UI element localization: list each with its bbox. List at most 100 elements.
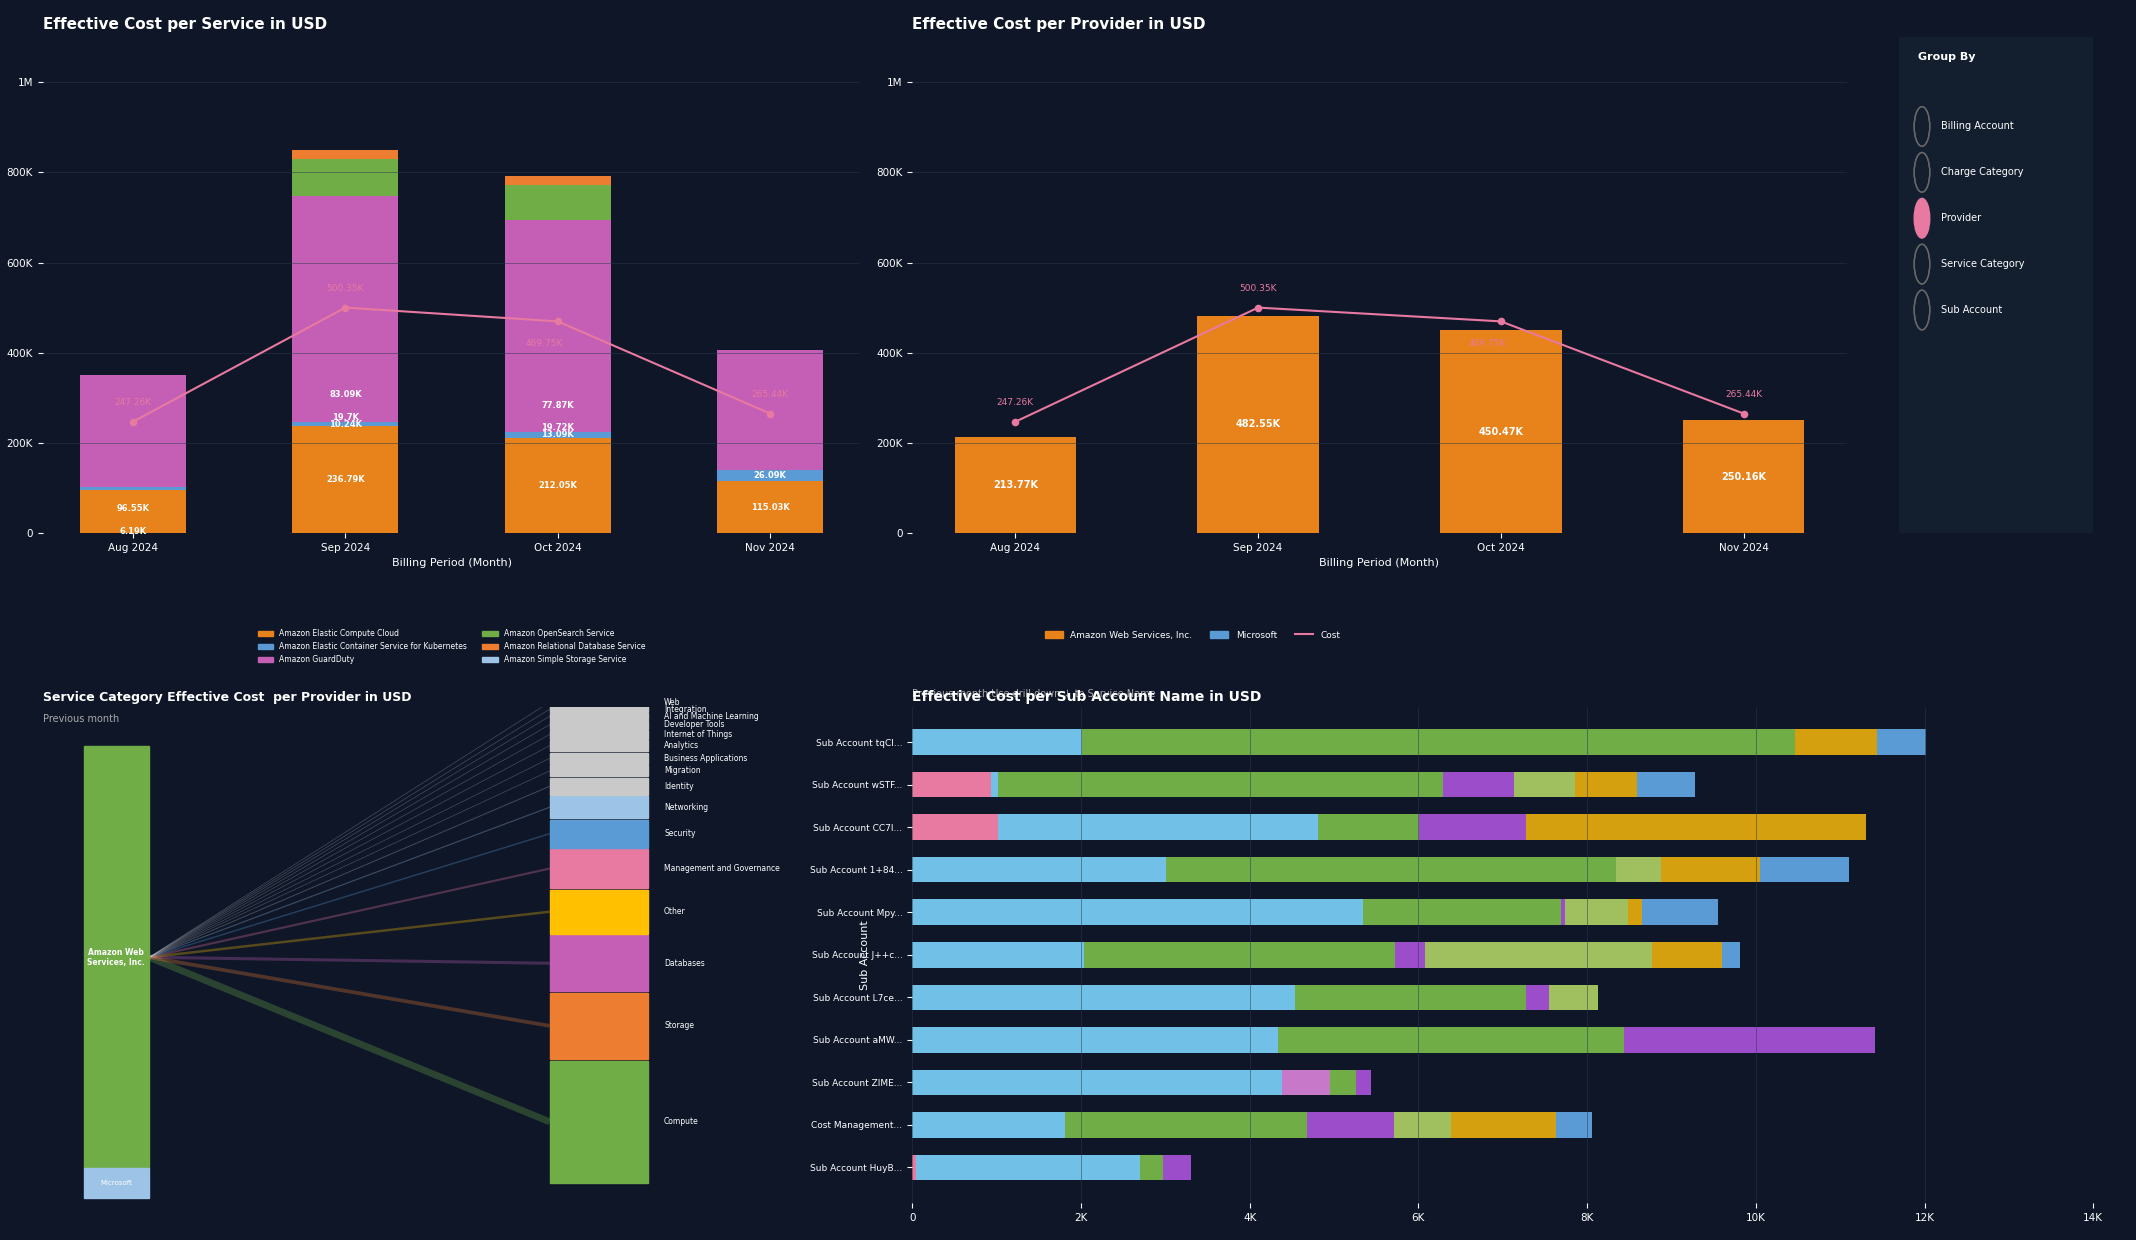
Text: 469.75K: 469.75K [525,340,562,348]
Text: AI and Machine Learning: AI and Machine Learning [664,712,758,720]
Bar [1141,1154,1162,1180]
FancyBboxPatch shape [549,1060,647,1183]
Text: 26.09K: 26.09K [754,471,786,480]
Bar [1166,857,1615,883]
Bar [1525,985,1549,1011]
Bar [79,487,186,490]
Text: Group By: Group By [1918,52,1976,62]
Bar [1623,1027,1875,1053]
Bar [1574,771,1636,797]
Legend: Amazon Web Services, Inc., Microsoft, Cost: Amazon Web Services, Inc., Microsoft, Co… [1042,627,1344,644]
Bar [912,985,1294,1011]
FancyBboxPatch shape [549,796,647,818]
Text: Effective Cost per Sub Account Name in USD: Effective Cost per Sub Account Name in U… [912,691,1262,704]
Text: Provider: Provider [1942,213,1982,223]
Text: Previous month.Use drill down ↓ to Service Name: Previous month.Use drill down ↓ to Servi… [912,689,1156,699]
FancyBboxPatch shape [549,849,647,888]
Bar [1081,729,1794,755]
Text: Developer Tools: Developer Tools [664,720,724,729]
Text: Internet of Things: Internet of Things [664,730,733,739]
Bar [1282,1070,1331,1095]
Text: 213.77K: 213.77K [993,480,1038,490]
Bar [504,438,611,533]
Bar [1331,1070,1356,1095]
Bar [293,422,399,427]
Text: 77.87K: 77.87K [540,401,575,409]
Bar [1395,1112,1450,1138]
Bar [1722,942,1741,967]
FancyBboxPatch shape [549,889,647,934]
Text: 19.7K: 19.7K [331,413,359,422]
Text: Web: Web [664,698,681,707]
Bar [1636,771,1696,797]
Bar [718,481,822,533]
Bar [1450,1112,1555,1138]
Text: Integration: Integration [664,704,707,714]
Bar [1444,771,1514,797]
FancyBboxPatch shape [549,720,647,729]
Bar [912,857,1166,883]
Bar [293,196,399,422]
Text: 247.26K: 247.26K [115,398,152,407]
Bar [1660,857,1760,883]
Text: Effective Cost per Provider in USD: Effective Cost per Provider in USD [912,17,1205,32]
X-axis label: Billing Period (Month): Billing Period (Month) [391,558,511,568]
Bar [1615,857,1660,883]
Text: Billing Account: Billing Account [1942,122,2014,131]
Text: Networking: Networking [664,802,709,812]
Bar [1561,899,1564,925]
Text: Compute: Compute [664,1117,698,1126]
FancyBboxPatch shape [549,730,647,739]
FancyBboxPatch shape [549,765,647,776]
Bar [1294,985,1525,1011]
Bar [912,1070,1282,1095]
Bar [504,176,611,185]
X-axis label: Billing Period (Month): Billing Period (Month) [1320,558,1440,568]
Bar [912,729,1081,755]
Text: Service Category Effective Cost  per Provider in USD: Service Category Effective Cost per Prov… [43,691,412,704]
FancyBboxPatch shape [549,777,647,795]
Bar [1307,1112,1395,1138]
FancyBboxPatch shape [549,740,647,751]
Text: Microsoft: Microsoft [100,1180,132,1185]
Bar [79,490,186,533]
Bar [1878,729,1927,755]
Bar [1643,899,1717,925]
Bar [1794,729,1878,755]
Bar [504,432,611,438]
Text: 250.16K: 250.16K [1722,471,1766,482]
Point [1726,403,1760,423]
Bar [293,427,399,533]
Bar [1527,815,1867,839]
Circle shape [1914,198,1929,238]
Text: Analytics: Analytics [664,742,698,750]
Text: Databases: Databases [664,959,705,967]
Text: Other: Other [664,908,686,916]
Bar [504,185,611,219]
FancyBboxPatch shape [549,713,647,719]
Text: 265.44K: 265.44K [1726,389,1762,399]
Text: 450.47K: 450.47K [1478,427,1523,436]
Text: Charge Category: Charge Category [1942,167,2025,177]
Text: 469.75K: 469.75K [1467,340,1506,348]
Text: 500.35K: 500.35K [327,284,363,293]
Bar [1514,771,1574,797]
FancyBboxPatch shape [549,753,647,764]
Text: Sub Account: Sub Account [1942,305,2004,315]
Text: Security: Security [664,830,696,838]
Text: 13.09K: 13.09K [540,430,575,439]
FancyBboxPatch shape [549,935,647,991]
Bar [1066,1112,1307,1138]
Bar [912,1027,1277,1053]
Bar [916,1154,1141,1180]
Text: 500.35K: 500.35K [1239,284,1277,293]
Bar [912,942,1083,967]
Text: 236.79K: 236.79K [327,475,365,485]
Bar [1356,1070,1371,1095]
FancyBboxPatch shape [549,707,647,712]
Text: Service Category: Service Category [1942,259,2025,269]
Text: Previous month: Previous month [43,714,120,724]
Text: 247.26K: 247.26K [998,398,1034,407]
Bar [718,350,822,470]
Bar [912,815,998,839]
